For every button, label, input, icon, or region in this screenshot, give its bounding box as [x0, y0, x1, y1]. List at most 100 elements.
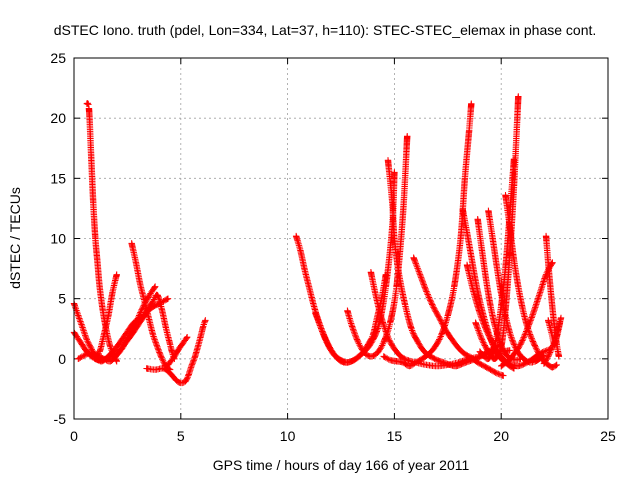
data-point	[518, 338, 525, 346]
data-point	[84, 338, 91, 345]
data-point	[418, 277, 426, 284]
data-point	[319, 329, 327, 337]
y-tick-label: 5	[58, 291, 66, 307]
data-point	[546, 350, 553, 358]
y-tick-label: 15	[50, 170, 66, 186]
data-point	[155, 347, 163, 355]
data-point	[352, 333, 360, 340]
data-point	[347, 320, 355, 327]
data-point	[524, 325, 531, 332]
data-point	[483, 326, 490, 334]
data-point	[189, 360, 196, 367]
data-point	[422, 285, 429, 292]
data-point	[525, 321, 533, 328]
data-point	[420, 279, 427, 287]
data-point	[77, 318, 84, 325]
data-point	[317, 323, 324, 331]
data-point	[189, 358, 197, 366]
data-point	[420, 281, 427, 288]
data-point	[151, 283, 159, 290]
data-point	[324, 339, 331, 347]
data-point	[527, 333, 535, 341]
data-point	[437, 317, 444, 324]
data-point	[482, 325, 489, 332]
data-point	[75, 355, 83, 362]
data-point	[431, 305, 438, 312]
data-point	[525, 322, 532, 330]
data-point	[325, 342, 333, 350]
data-point	[351, 330, 358, 337]
data-point	[474, 324, 481, 331]
data-point	[421, 284, 429, 291]
data-point	[314, 317, 322, 324]
series-segment	[410, 254, 507, 379]
data-point	[386, 337, 393, 344]
data-point	[150, 333, 157, 340]
data-point	[408, 327, 416, 334]
data-point	[76, 316, 84, 324]
data-point	[495, 370, 502, 378]
data-point	[87, 343, 94, 350]
data-point	[528, 314, 535, 321]
data-point	[322, 335, 329, 343]
data-point	[350, 329, 358, 336]
series-segment	[542, 232, 563, 360]
data-point	[79, 324, 86, 331]
data-point	[183, 375, 191, 382]
data-point	[188, 361, 196, 368]
series-segment	[143, 317, 209, 387]
data-point	[318, 326, 325, 334]
data-point	[415, 268, 423, 275]
data-point	[552, 335, 560, 343]
data-point	[478, 316, 486, 323]
data-point	[519, 337, 526, 344]
data-point	[551, 339, 558, 347]
data-point	[436, 314, 443, 322]
data-point	[544, 354, 551, 362]
data-point	[524, 324, 532, 331]
data-point	[156, 349, 163, 356]
data-point	[78, 353, 86, 360]
data-point	[137, 307, 145, 315]
data-point	[528, 335, 535, 342]
data-point	[83, 336, 91, 343]
data-point	[349, 326, 357, 333]
data-point	[82, 332, 89, 339]
data-point	[355, 340, 363, 347]
y-tick-label: 25	[50, 50, 66, 66]
data-point	[543, 347, 550, 354]
data-point	[492, 369, 499, 376]
data-point	[430, 304, 437, 311]
y-tick-label: 20	[50, 110, 66, 126]
data-point	[552, 362, 560, 369]
data-point	[411, 257, 418, 264]
data-point	[154, 343, 161, 350]
data-point	[373, 328, 380, 335]
data-point	[313, 314, 321, 321]
data-point	[373, 329, 380, 337]
data-point	[160, 359, 167, 366]
data-point	[519, 335, 527, 343]
data-point	[415, 340, 422, 347]
data-point	[424, 291, 431, 298]
y-tick-label: -5	[54, 411, 67, 427]
data-point	[350, 327, 357, 334]
data-point	[368, 339, 375, 346]
data-point	[412, 258, 419, 266]
series-2	[292, 93, 565, 379]
data-point	[517, 339, 525, 347]
data-point	[474, 325, 481, 333]
data-point	[547, 347, 554, 355]
data-point	[493, 370, 501, 377]
data-point	[479, 318, 487, 326]
data-point	[157, 353, 165, 360]
data-point	[137, 309, 144, 316]
data-point	[88, 346, 95, 353]
data-point	[473, 322, 480, 330]
data-point	[523, 326, 531, 334]
data-point	[416, 271, 424, 278]
data-point	[123, 337, 130, 344]
data-point	[500, 372, 507, 379]
data-point	[543, 356, 550, 363]
